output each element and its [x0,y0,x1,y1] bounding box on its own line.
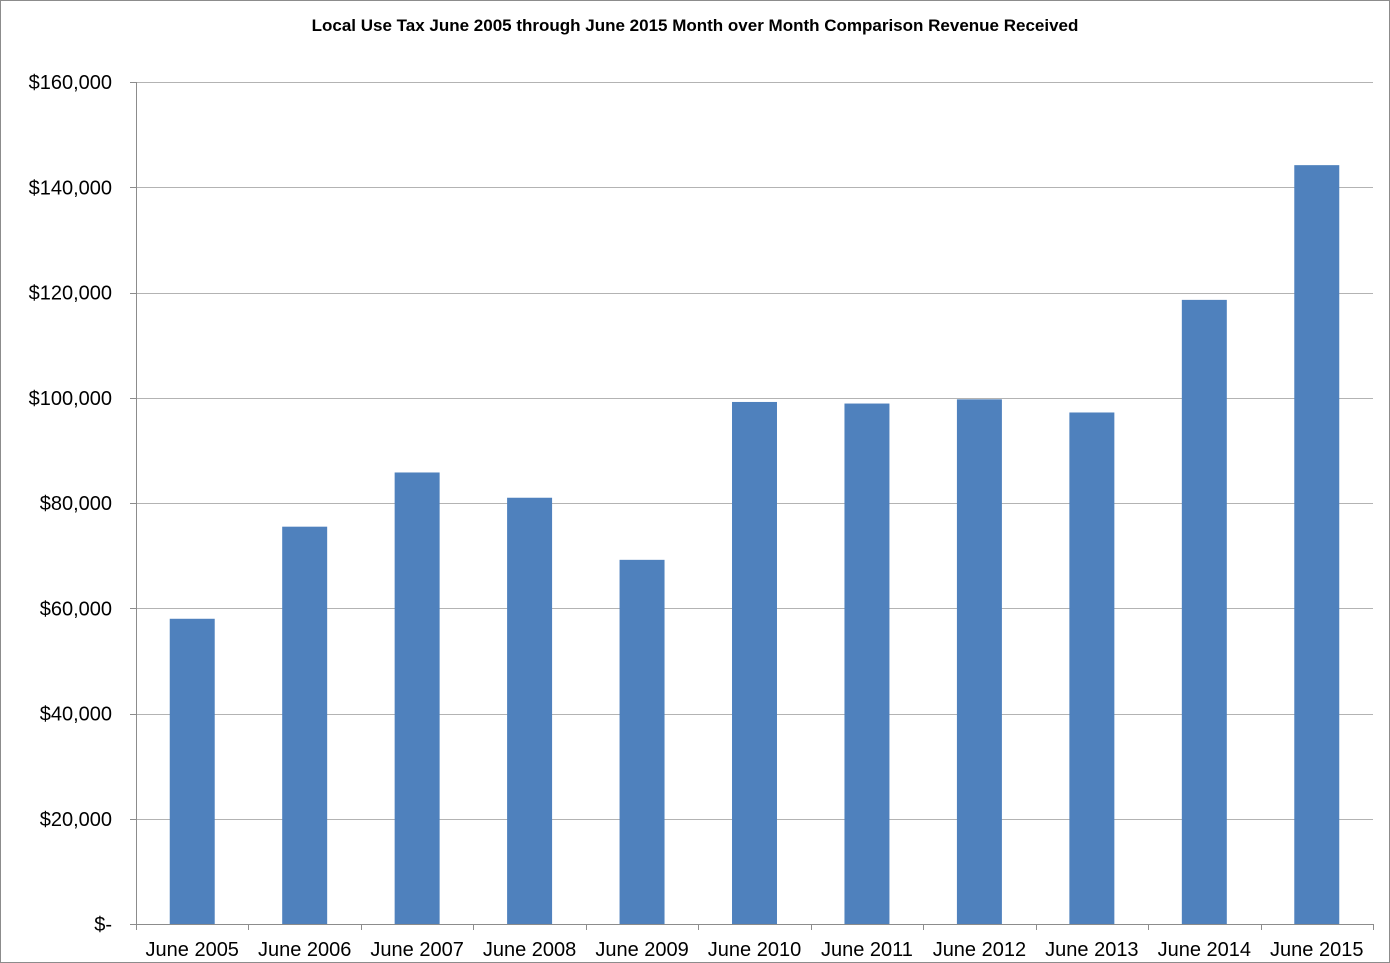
x-tick-label: June 2011 [821,939,913,961]
bars [169,165,1340,925]
x-tick-label: June 2006 [258,939,351,961]
x-tick-label: June 2009 [595,939,688,961]
bar [169,618,215,924]
bar [1069,412,1115,924]
bar [844,403,890,924]
y-tick-label: $160,000 [29,72,112,94]
y-tick-label: $80,000 [40,493,112,515]
bar [732,401,777,925]
x-tick-label: June 2015 [1270,939,1363,961]
y-tick-label: $- [94,914,112,936]
y-tick-label: $20,000 [40,809,112,831]
bar [282,526,328,924]
x-tick-label: June 2008 [483,939,576,961]
x-tick-label: June 2013 [1045,939,1138,961]
axes [130,82,1374,930]
x-tick-label: June 2007 [370,939,463,961]
x-tick-label: June 2005 [146,939,239,961]
x-axis-tick-labels: June 2005 June 2006 June 2007 June 2008 June… [146,939,1364,961]
bar [507,497,553,924]
bar [619,559,665,924]
chart-title: Local Use Tax June 2005 through June 201… [311,16,1079,35]
y-tick-label: $120,000 [29,283,112,305]
bar [1294,165,1340,924]
x-tick-label: June 2014 [1158,939,1251,961]
x-tick-label: June 2010 [708,939,801,961]
x-tick-label: June 2012 [933,939,1026,961]
bar [956,399,1002,924]
y-tick-label: $40,000 [40,704,112,726]
bar [394,472,440,924]
y-tick-label: $60,000 [40,598,112,620]
y-tick-label: $140,000 [29,177,112,199]
bar [1181,299,1227,924]
y-axis-tick-labels: $- $20,000 $40,000 $60,000 $80,000 $100,000 $1… [29,72,112,936]
y-tick-label: $100,000 [29,388,112,410]
